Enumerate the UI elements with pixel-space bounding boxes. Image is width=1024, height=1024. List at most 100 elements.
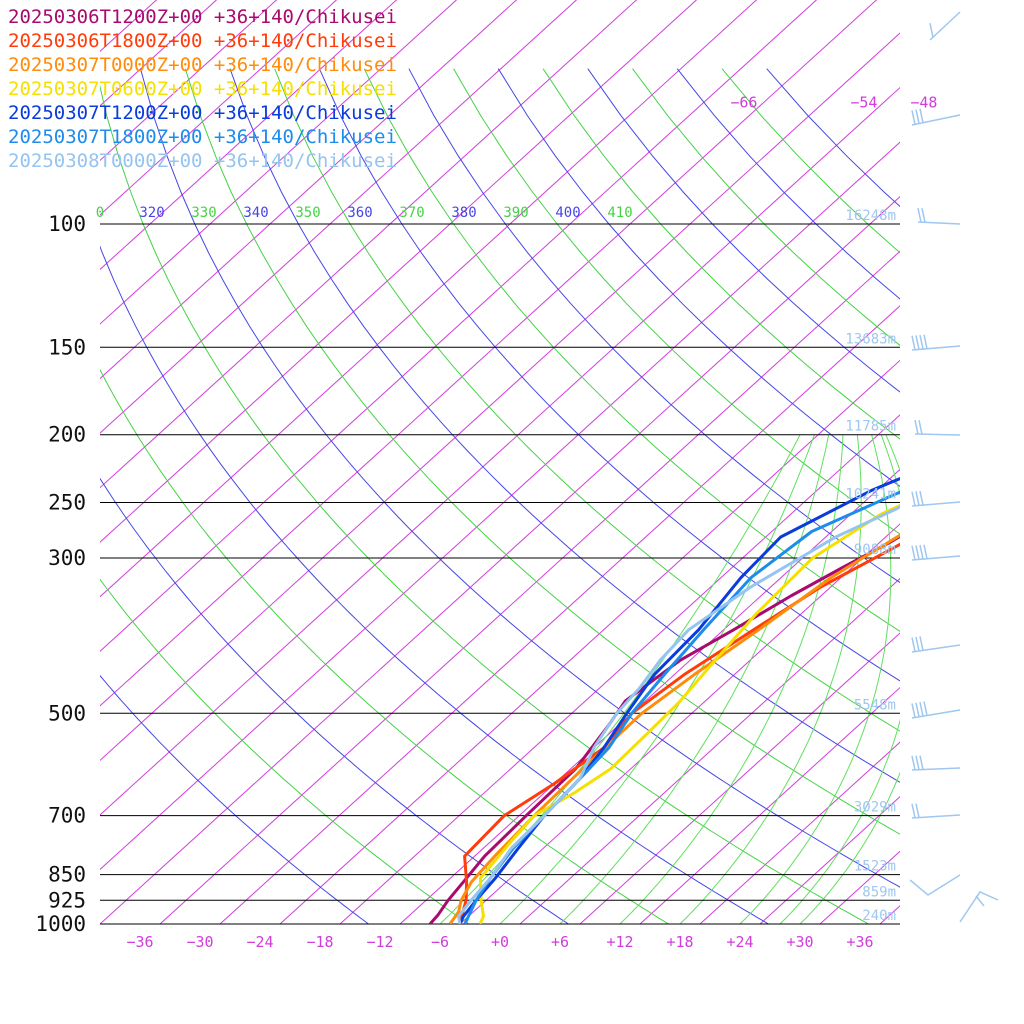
- legend-entry: 20250306T1200Z+00 +36+140/Chikusei: [8, 6, 397, 28]
- pressure-tick-label: 100: [48, 212, 86, 236]
- wind-barb-staff: [914, 433, 961, 436]
- wind-barb-staff: [911, 114, 961, 126]
- wind-barb-staff: [911, 767, 961, 771]
- wind-barb-flag: [911, 703, 916, 718]
- dry-adiabat-line: [100, 84, 869, 924]
- wind-barb-flag: [911, 637, 916, 652]
- wind-barb-flag: [915, 491, 920, 506]
- dry-adiabat-line: [453, 68, 900, 535]
- wind-barb-staff: [911, 644, 961, 653]
- temperature-tick-label: −36: [126, 933, 153, 951]
- pressure-tick-label: 925: [48, 888, 86, 912]
- dry-adiabat-grid: [100, 68, 900, 924]
- pressure-tick-label: 300: [48, 546, 86, 570]
- dry-adiabat-line: [318, 68, 900, 682]
- wind-barb-flag: [911, 110, 916, 125]
- theta-label: 410: [607, 205, 632, 221]
- dry-adiabat-line: [632, 68, 900, 347]
- series-line: [458, 542, 900, 924]
- isotherm-line: [879, 905, 900, 924]
- wind-barb-staff: [911, 814, 961, 819]
- wind-barb-staff: [911, 501, 961, 507]
- height-label: 5548m: [854, 697, 896, 713]
- wind-barb-flag: [911, 755, 916, 771]
- pressure-tick-label: 250: [48, 491, 86, 515]
- dry-adiabat-line: [274, 68, 900, 732]
- moist-adiabat-line: [679, 434, 862, 924]
- wind-barb-flag: [919, 702, 924, 717]
- legend-entry: 20250306T1800Z+00 +36+140/Chikusei: [8, 30, 397, 52]
- moist-adiabat-line: [739, 434, 892, 924]
- isotherm-line: [100, 0, 518, 380]
- legend-entry: 20250308T0000Z+00 +36+140/Chikusei: [8, 150, 397, 172]
- dry-adiabat-line: [587, 68, 900, 393]
- height-label: 11785m: [845, 419, 896, 435]
- dry-adiabat-line: [184, 68, 900, 835]
- isotherm-line: [100, 0, 278, 162]
- isotherm-line: [339, 414, 900, 924]
- moist-adiabat-line: [499, 434, 815, 924]
- height-label: 240m: [862, 908, 896, 924]
- isotherm-line: [699, 741, 900, 924]
- height-label: 9088m: [854, 542, 896, 558]
- wind-barb-flag: [915, 803, 920, 818]
- dry-adiabat-line: [100, 674, 369, 924]
- temperature-tick-label: −24: [246, 933, 273, 951]
- height-label: 16248m: [845, 208, 896, 224]
- wind-barb-flag: [917, 207, 922, 223]
- temperature-tick-label: +12: [606, 933, 633, 951]
- temperature-tick-label: +18: [666, 933, 693, 951]
- wind-barb-flag: [915, 636, 920, 652]
- moist-adiabat-line: [779, 434, 900, 924]
- wind-barb-flag: [915, 755, 920, 770]
- wind-barb-flag: [914, 419, 919, 435]
- series-line: [428, 534, 900, 924]
- wind-barb-staff: [959, 891, 999, 923]
- legend-entry: 20250307T0600Z+00 +36+140/Chikusei: [8, 78, 397, 100]
- wind-barb-flag: [923, 701, 928, 716]
- series-lines: [428, 477, 900, 924]
- theta-label: 330: [191, 205, 216, 221]
- dry-adiabat-line: [100, 477, 569, 924]
- temperature-tick-label: +24: [726, 933, 753, 951]
- temperature-tick-label: −12: [366, 933, 393, 951]
- wind-barb-flag: [918, 419, 923, 435]
- height-label: 3029m: [854, 800, 896, 816]
- moist-adiabat-line: [439, 434, 801, 924]
- dry-adiabat-line: [100, 368, 669, 924]
- wind-barb-flag: [919, 755, 924, 770]
- isotherm-line: [639, 686, 900, 924]
- pressure-tick-label: 1000: [35, 912, 86, 936]
- isotherm-line: [100, 0, 338, 216]
- wind-barb-flag: [915, 545, 920, 560]
- isotherm-label: −54: [850, 93, 877, 111]
- pressure-tick-label: 700: [48, 804, 86, 828]
- wind-barb-staff: [911, 555, 961, 561]
- legend-entry: 20250307T1200Z+00 +36+140/Chikusei: [8, 102, 397, 124]
- legend: 20250306T1200Z+00 +36+140/Chikusei202503…: [8, 6, 397, 172]
- pressure-tick-label: 850: [48, 863, 86, 887]
- series-line: [458, 477, 900, 924]
- isotherm-line: [759, 796, 900, 924]
- legend-entry: 20250307T1800Z+00 +36+140/Chikusei: [8, 126, 397, 148]
- isotherm-label: −48: [910, 93, 937, 111]
- isotherm-label: −66: [730, 93, 757, 111]
- temperature-tick-label: −18: [306, 933, 333, 951]
- wind-barb-flag: [915, 335, 920, 350]
- pressure-tick-label: 200: [48, 423, 86, 447]
- wind-barb-flag: [919, 544, 924, 560]
- series-line: [448, 533, 900, 924]
- theta-label: 380: [451, 205, 476, 221]
- wind-barb-flag: [911, 491, 916, 506]
- wind-barb-flag: [919, 334, 924, 350]
- dry-adiabat-line: [229, 68, 900, 783]
- isotherm-line: [579, 632, 900, 924]
- theta-label: 0: [96, 205, 104, 221]
- temperature-tick-label: +0: [491, 933, 509, 951]
- dry-adiabat-line: [100, 578, 469, 924]
- wind-barb-flag: [923, 334, 928, 349]
- wind-barb-staff: [909, 874, 961, 896]
- isotherm-line: [519, 577, 900, 924]
